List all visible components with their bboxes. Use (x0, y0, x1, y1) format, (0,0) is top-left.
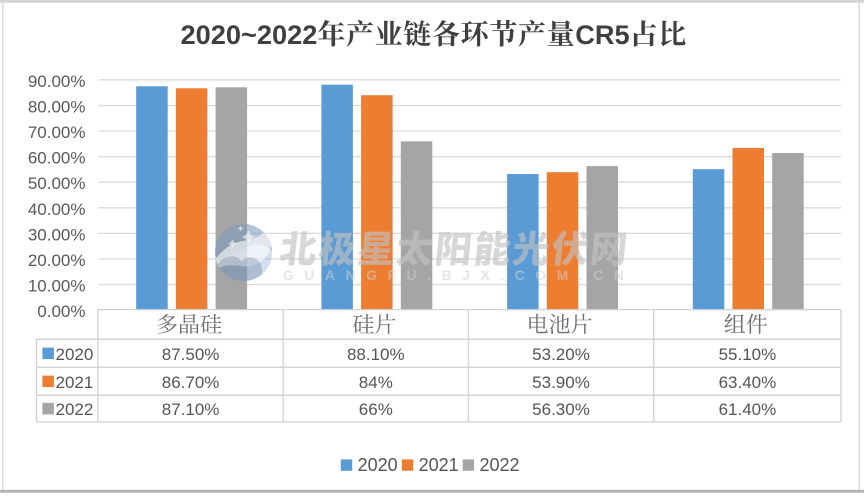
svg-text:80.00%: 80.00% (28, 98, 86, 117)
svg-text:2022: 2022 (480, 455, 520, 475)
svg-text:60.00%: 60.00% (28, 149, 86, 168)
svg-text:2022: 2022 (56, 400, 94, 419)
svg-text:2020: 2020 (358, 455, 398, 475)
svg-text:56.30%: 56.30% (532, 400, 590, 419)
svg-text:53.90%: 53.90% (532, 373, 590, 392)
svg-text:61.40%: 61.40% (719, 400, 777, 419)
svg-text:87.50%: 87.50% (162, 345, 220, 364)
svg-text:GUANGFU.BJX.COM.CN: GUANGFU.BJX.COM.CN (283, 267, 635, 283)
svg-text:20.00%: 20.00% (28, 251, 86, 270)
svg-text:84%: 84% (359, 373, 393, 392)
svg-text:0.00%: 0.00% (37, 302, 85, 321)
svg-text:50.00%: 50.00% (28, 174, 86, 193)
svg-text:2020: 2020 (56, 345, 94, 364)
svg-text:86.70%: 86.70% (162, 373, 220, 392)
svg-text:30.00%: 30.00% (28, 225, 86, 244)
svg-text:CR5: CR5 (575, 19, 629, 50)
svg-text:2021: 2021 (56, 373, 94, 392)
svg-text:40.00%: 40.00% (28, 200, 86, 219)
svg-text:2020~2022: 2020~2022 (181, 19, 318, 50)
svg-text:55.10%: 55.10% (719, 345, 777, 364)
svg-text:2021: 2021 (419, 455, 459, 475)
svg-text:90.00%: 90.00% (28, 72, 86, 91)
svg-text:53.20%: 53.20% (532, 345, 590, 364)
svg-text:10.00%: 10.00% (28, 277, 86, 296)
svg-text:70.00%: 70.00% (28, 123, 86, 142)
svg-text:63.40%: 63.40% (719, 373, 777, 392)
svg-text:87.10%: 87.10% (162, 400, 220, 419)
svg-text:66%: 66% (359, 400, 393, 419)
svg-text:88.10%: 88.10% (347, 345, 405, 364)
